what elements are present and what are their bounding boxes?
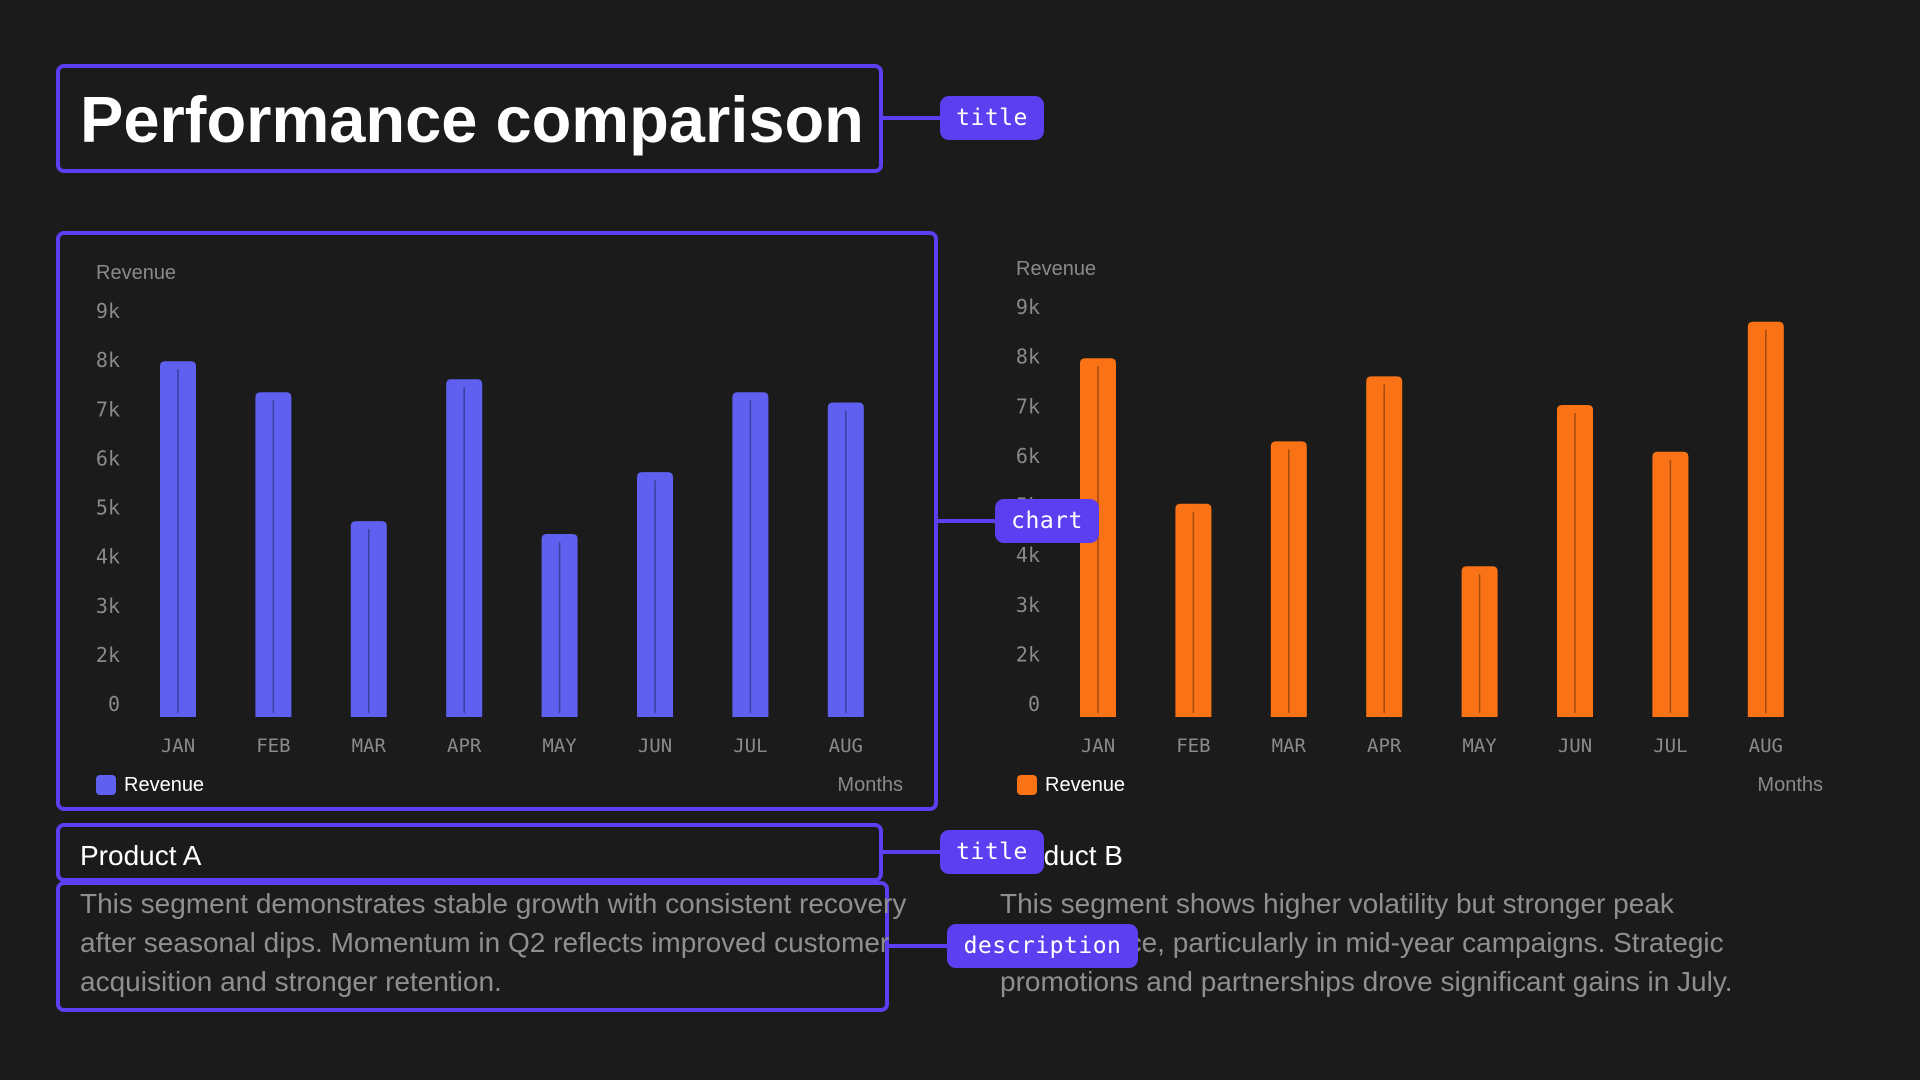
product-a-x-tick-label: MAR [352,735,387,757]
product-a-bar-may [541,533,578,717]
product-b-x-tick-label: JUN [1558,735,1592,757]
product-title-tag: title [940,830,1044,874]
product-a-x-tick-label: JUL [733,735,767,757]
product-title-annotation-frame [56,823,883,882]
product-a-y-tick-label: 5k [96,496,120,520]
product-a-legend-swatch [96,775,116,795]
product-b-y-tick-label: 8k [1016,345,1040,369]
product-b-legend-label: Revenue [1045,774,1125,796]
product-a-bar-jul [732,392,769,717]
title-connector [883,116,941,120]
product-b-y-tick-label: 9k [1016,295,1040,319]
product-b-x-tick-label: JUL [1653,735,1687,757]
title-tag: title [940,96,1044,140]
product-b-y-tick-label: 6k [1016,444,1040,468]
product-b-y-tick-label: 2k [1016,642,1040,666]
product-b-legend-swatch [1017,775,1037,795]
product-b-x-tick-label: JAN [1081,735,1115,757]
page-title: Performance comparison [80,83,864,156]
product-b-bar-jun [1557,405,1593,717]
product-b-bar-may [1461,566,1498,717]
product-a-y-tick-label: 8k [96,348,120,372]
product-b-y-axis-label: Revenue [1016,258,1096,280]
product-a-x-tick-label: FEB [256,735,290,757]
product-a-y-tick-label: 9k [96,299,120,323]
product-a-legend-label: Revenue [124,774,204,796]
product-b-bar-feb [1175,503,1212,717]
product-a-y-tick-label: 0 [108,692,120,716]
product-a-chart: Revenue 0 2k 3k 4k 5k 6k 7k 8k 9k JAN FEB MAR APR MAY J… [96,262,903,796]
product-b-bar-jul [1652,451,1689,717]
product-a-bar-feb [255,392,292,717]
product-b-bar-mar [1270,441,1307,717]
chart-tag: chart [995,499,1099,543]
product-a-x-tick-label: JUN [638,735,672,757]
product-a-y-tick-label: 4k [96,545,120,569]
product-a-y-tick-label: 2k [96,643,120,667]
product-a-title: Product A [80,840,202,871]
product-b-y-tick-label: 7k [1016,394,1040,418]
product-a-y-tick-label: 7k [96,397,120,421]
product-a-x-tick-label: APR [447,735,482,757]
product-a-x-tick-label: MAY [542,735,577,757]
product-b-bar-aug [1747,321,1784,717]
product-b-y-tick-label: 3k [1016,593,1040,617]
product-a-y-axis-label: Revenue [96,262,176,284]
title-annotation-frame [56,64,883,173]
description-connector [889,944,947,948]
product-a-bar-jun [637,472,673,717]
product-a-bar-aug [827,402,864,717]
product-b-y-tick-label: 0 [1028,692,1040,716]
product-a-x-tick-label: AUG [829,735,863,757]
product-a-y-tick-label: 6k [96,446,120,470]
product-a-x-axis-label: Months [837,774,903,796]
product-b-y-tick-label: 4k [1016,543,1040,567]
product-b-x-tick-label: AUG [1749,735,1783,757]
product-b-x-tick-label: MAY [1462,735,1497,757]
chart-annotation-frame [56,231,938,811]
chart-connector [938,519,996,523]
product-b-x-tick-label: APR [1367,735,1402,757]
product-a-bar-apr [446,379,483,717]
product-a-y-tick-label: 3k [96,594,120,618]
product-b-bar-apr [1366,376,1403,717]
product-b-chart: Revenue02k3k4k5k6k7k8k9kJANFEBMARAPRMAYJ… [1016,258,1823,796]
product-b-x-axis-label: Months [1757,774,1823,796]
product-b-x-tick-label: MAR [1272,735,1307,757]
product-a-bar-jan [160,361,196,717]
description-annotation-frame [56,881,889,1012]
product-a-bar-mar [350,521,387,717]
product-b-x-tick-label: FEB [1176,735,1210,757]
product-a-x-tick-label: JAN [161,735,195,757]
description-tag: description [947,924,1138,968]
product-a-description: This segment demonstrates stable growth … [80,888,907,997]
product-title-connector [883,850,941,854]
